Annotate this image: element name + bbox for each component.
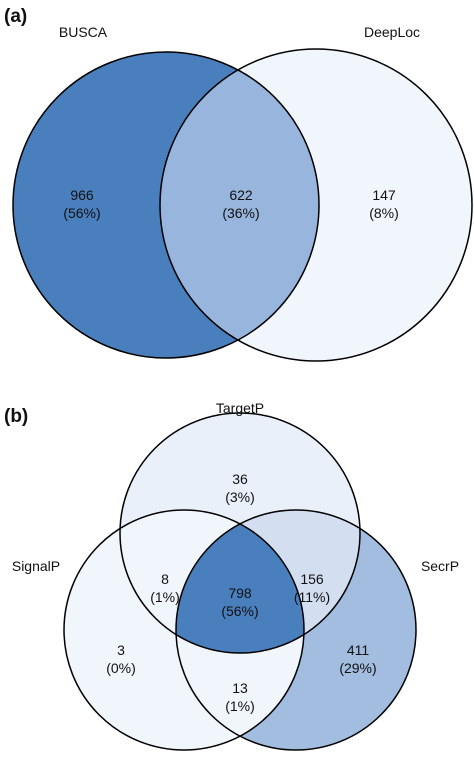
busca-outline [12, 51, 320, 359]
region-secrp-only-pct: (29%) [339, 660, 376, 676]
region-deeploc-only-count: 147 [372, 187, 396, 203]
region-targetp-secrp-pct: (11%) [294, 589, 330, 605]
region-targetp-only-pct: (3%) [225, 489, 255, 505]
region-both-count: 622 [229, 187, 253, 203]
region-all-three-count: 798 [228, 585, 252, 601]
panel-a: (a) BUSCA DeepLoc 966 (56%) 622 (36%) 14… [4, 6, 473, 362]
region-secrp-only-count: 411 [347, 642, 370, 658]
set-label-busca: BUSCA [59, 24, 108, 40]
set-label-targetp: TargetP [216, 400, 264, 416]
region-all-three-pct: (56%) [221, 603, 258, 619]
panel-b-letter: (b) [4, 406, 28, 427]
region-signalp-secrp-count: 13 [232, 680, 248, 696]
region-deeploc-only-pct: (8%) [369, 205, 399, 221]
region-busca-only-count: 966 [70, 187, 94, 203]
set-label-secrp: SecrP [421, 558, 459, 574]
all-three-overlap [176, 510, 304, 653]
region-targetp-only-count: 36 [232, 471, 248, 487]
set-label-deeploc: DeepLoc [364, 24, 420, 40]
panel-a-letter: (a) [4, 6, 27, 27]
region-signalp-only-count: 3 [117, 642, 125, 658]
busca-deeploc-overlap [160, 52, 319, 358]
secrp-outline [175, 509, 417, 751]
region-signalp-only-pct: (0%) [106, 660, 136, 676]
panel-b: (b) TargetP SignalP SecrP [4, 400, 459, 751]
region-busca-only-pct: (56%) [63, 205, 100, 221]
region-signalp-secrp-pct: (1%) [225, 698, 255, 714]
region-both-pct: (36%) [222, 205, 259, 221]
set-label-signalp: SignalP [12, 558, 60, 574]
targetp-outline [119, 412, 361, 654]
signalp-outline [63, 509, 305, 751]
region-targetp-signalp-count: 8 [161, 571, 169, 587]
region-targetp-signalp-pct: (1%) [150, 589, 180, 605]
deeploc-outline [159, 48, 473, 362]
region-targetp-secrp-count: 156 [300, 571, 324, 587]
